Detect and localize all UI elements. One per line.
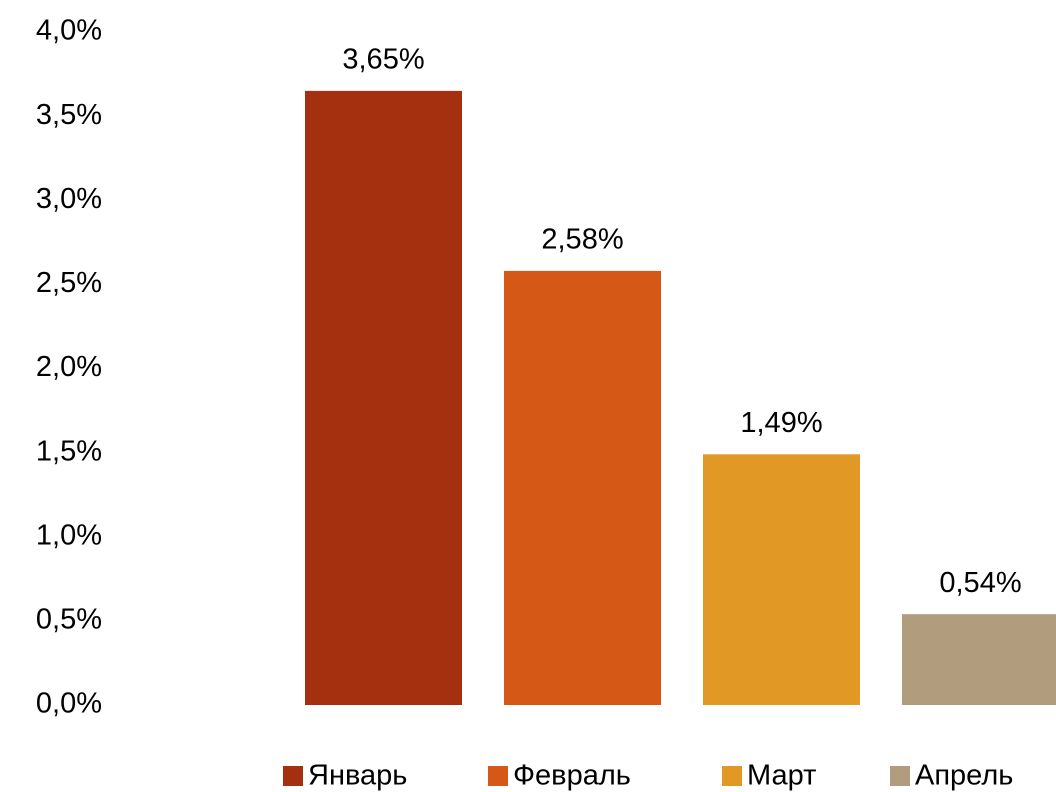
- legend-swatch: [890, 766, 910, 786]
- bar: [703, 454, 860, 705]
- y-tick-label: 1,5%: [36, 435, 102, 467]
- data-label: 1,49%: [740, 407, 822, 439]
- bar: [504, 270, 661, 705]
- data-label: 2,58%: [541, 224, 623, 256]
- y-tick-label: 3,5%: [36, 99, 102, 131]
- legend-label: Январь: [308, 760, 407, 792]
- legend-label: Март: [747, 760, 816, 792]
- legend-swatch: [283, 766, 303, 786]
- legend-swatch: [722, 766, 742, 786]
- y-tick-label: 0,0%: [36, 688, 102, 720]
- legend-label: Апрель: [915, 760, 1013, 792]
- y-tick-label: 2,0%: [36, 351, 102, 383]
- y-tick-label: 1,0%: [36, 519, 102, 551]
- data-label: 3,65%: [342, 44, 424, 76]
- data-label: 0,54%: [939, 567, 1021, 599]
- bar: [305, 90, 462, 705]
- y-tick-label: 2,5%: [36, 267, 102, 299]
- y-tick-label: 4,0%: [36, 15, 102, 47]
- y-tick-label: 0,5%: [36, 604, 102, 636]
- y-tick-label: 3,0%: [36, 183, 102, 215]
- bar: [902, 614, 1056, 705]
- legend-label: Февраль: [513, 760, 631, 792]
- legend-swatch: [488, 766, 508, 786]
